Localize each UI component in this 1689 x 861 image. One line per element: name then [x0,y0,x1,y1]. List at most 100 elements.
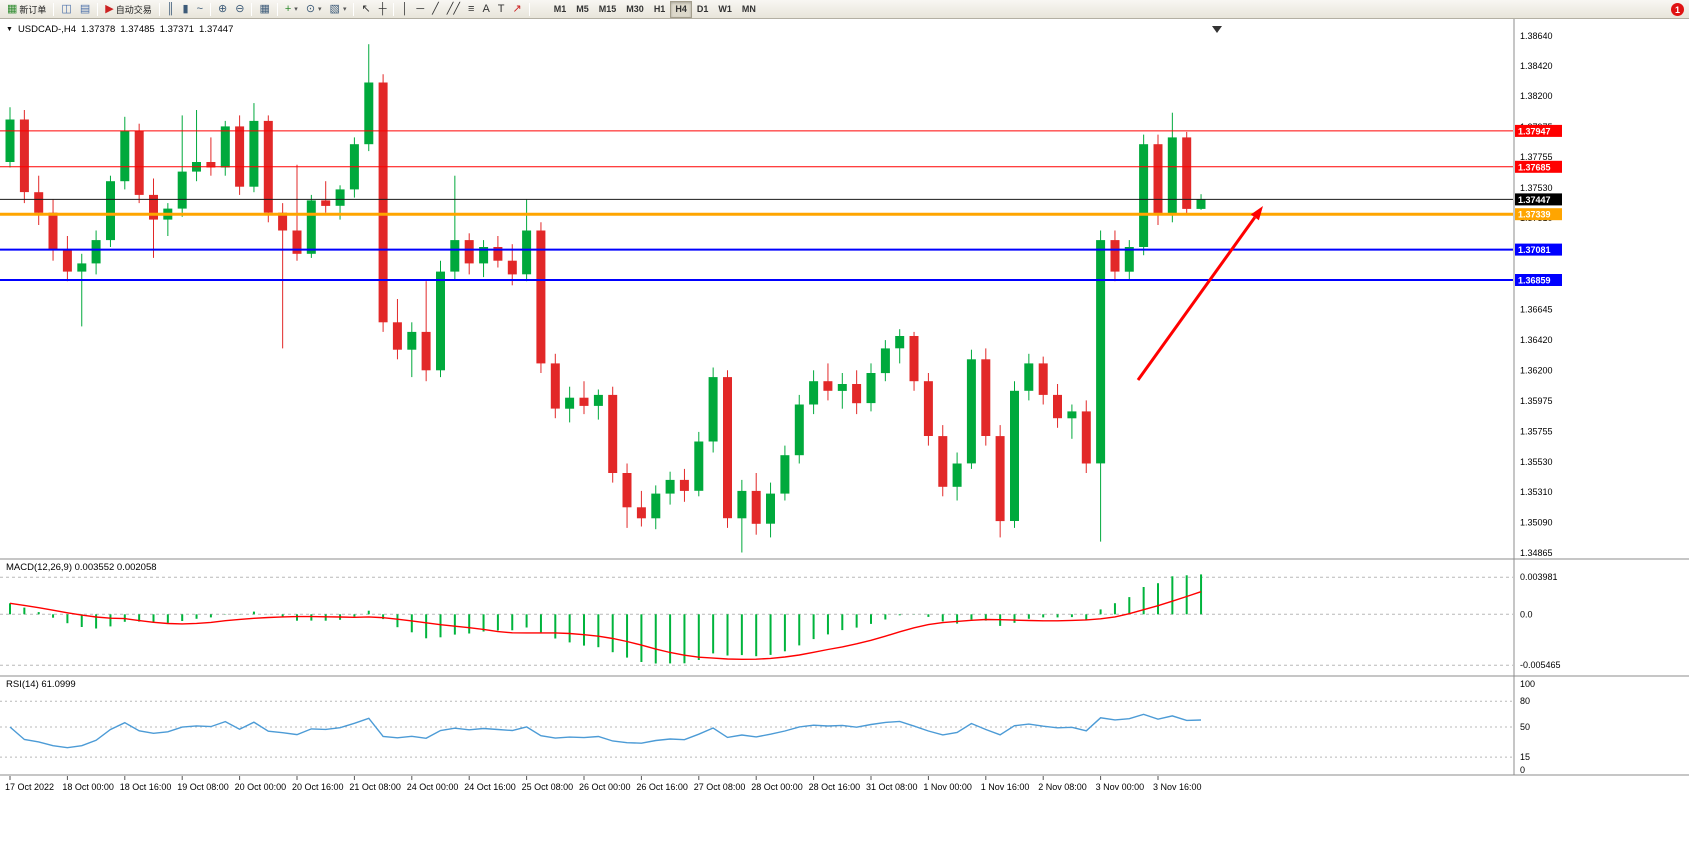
horizontal-line-button[interactable]: ─ [412,1,428,18]
candle-body [321,200,331,206]
chevron-down-icon[interactable]: ▾ [342,6,347,13]
price-badge-label: 1.37447 [1518,195,1551,205]
autotrade-button-label: 自动交易 [115,4,152,15]
fibonacci-icon: ≡ [468,2,475,15]
arrows-button[interactable]: ↗ [509,1,526,18]
bar-chart-button[interactable]: ║ [163,1,179,18]
candle-body [852,384,862,404]
trend-arrow-line[interactable] [1136,216,1257,381]
candle-body [1081,411,1091,464]
timeframe-m5-button[interactable]: M5 [571,1,594,18]
indicators-button[interactable]: + ▾ [281,1,302,18]
vertical-line-button[interactable]: │ [397,1,412,18]
text-label-button[interactable]: T [494,1,509,18]
rsi-line [9,713,1202,749]
candle-body [593,394,603,406]
autotrade-button[interactable]: ▶ 自动交易 [101,1,155,18]
timeframe-d1-button[interactable]: D1 [692,1,714,18]
rsi-tick-label: 0 [1520,765,1525,775]
candle-body [522,230,532,275]
chart-shift-marker[interactable] [1212,26,1222,33]
candle-body [1010,390,1019,521]
candlestick-chart-icon: ▮ [182,2,189,15]
toolbar-separator [210,2,212,16]
macd-tick-label: 0.0 [1520,609,1533,619]
candle-body [837,384,847,391]
line-chart-button[interactable]: ~ [193,1,207,18]
timeframe-m15-button[interactable]: M15 [594,1,622,18]
time-axis-label: 19 Oct 08:00 [177,782,229,792]
price-tick-label: 1.38200 [1520,91,1553,101]
toolbar-separator [251,2,253,16]
zoom-out-button[interactable]: ⊖ [231,1,248,18]
timeframe-m30-button[interactable]: M30 [621,1,649,18]
timeframe-mn-button[interactable]: MN [737,1,761,18]
new-order-button[interactable]: ▦ 新订单 [3,1,50,18]
tile-windows-button[interactable]: ▦ [255,1,273,18]
templates-button[interactable]: ▧ ▾ [326,1,351,18]
timeframe-h1-button[interactable]: H1 [649,1,671,18]
price-tick-label: 1.35090 [1520,517,1553,527]
candle-body [1153,144,1163,216]
candle-body [1110,240,1120,272]
fibonacci-button[interactable]: ≡ [464,1,478,18]
candle-body [565,397,575,409]
profiles-button[interactable]: ▤ [76,1,94,18]
candle-body [1182,137,1192,209]
trend-arrow-head[interactable] [1250,206,1263,221]
tile-windows-icon: ▦ [259,2,270,15]
candle-body [780,455,790,494]
candle-body [923,381,933,436]
candle-body [751,490,761,524]
chevron-down-icon[interactable]: ▾ [294,6,298,13]
candle-body [206,162,216,168]
candlestick-chart-button[interactable]: ▮ [179,1,193,18]
crosshair-button[interactable]: ┼ [375,1,391,18]
candle-body [479,247,489,264]
crosshair-icon: ┼ [378,2,387,15]
zoom-in-icon: ⊕ [218,2,228,15]
charts-grid-button[interactable]: ◫ [57,1,75,18]
candle-body [1096,240,1106,464]
candle-body [1167,137,1177,216]
periods-button[interactable]: ⊙ ▾ [302,1,326,18]
ohlc-low: 1.37371 [159,24,195,35]
candle-body [766,493,775,524]
candle-body [694,441,704,491]
timeframe-w1-button[interactable]: W1 [713,1,737,18]
text-button[interactable]: A [478,1,493,18]
zoom-in-button[interactable]: ⊕ [214,1,231,18]
price-badge-label: 1.37947 [1518,126,1551,136]
cursor-button[interactable]: ↖ [357,1,374,18]
timeframe-toolbar: M1 M5 M15 M30 H1 H4 D1 W1 MN [549,0,761,18]
candle-body [62,249,72,272]
toolbar-separator [158,2,160,16]
timeframe-m1-button[interactable]: M1 [549,1,572,18]
trendline-button[interactable]: ╱ [428,1,443,18]
toolbar-button-row: ▦ 新订单 ◫ ▤ ▶ 自动交易 ║ ▮ ~ ⊕ ⊖ ▦ + ▾ ⊙ ▾ ▧ ▾ ↖ ┼ │ ─ ╱ ╱╱ ≡ A T ↗ [3,1,533,18]
candle-body [1139,144,1149,247]
price-tick-label: 1.38640 [1520,31,1553,41]
candle-body [407,331,417,350]
candle-body [823,381,833,391]
candle-body [421,331,431,371]
candle-body [880,348,890,374]
channel-button[interactable]: ╱╱ [443,1,464,18]
chart-title: ▼ USDCAD-,H4 1.37378 1.37485 1.37371 1.3… [6,24,233,35]
price-tick-label: 1.34865 [1520,548,1553,558]
chevron-down-icon[interactable]: ▾ [318,6,322,13]
rsi-tick-label: 80 [1520,696,1530,706]
notification-badge[interactable]: 1 [1671,3,1684,16]
timeframe-h4-button[interactable]: H4 [670,0,692,18]
time-axis-label: 25 Oct 08:00 [522,782,574,792]
candle-body [651,493,661,519]
candle-body [1124,247,1134,272]
candle-body [1067,411,1077,419]
time-axis-label: 18 Oct 16:00 [120,782,172,792]
profiles-icon: ▤ [79,2,91,15]
candle-body [34,192,44,213]
text-icon: A [482,2,490,15]
time-axis-label: 18 Oct 00:00 [62,782,114,792]
